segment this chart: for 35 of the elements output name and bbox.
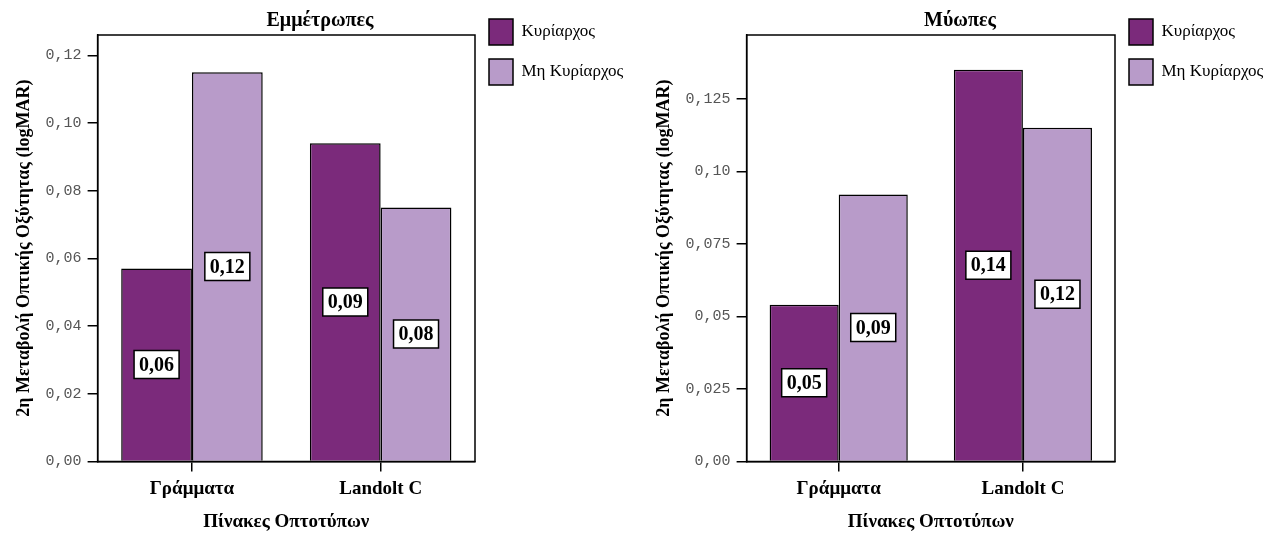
y-tick-label: 0,04 (45, 318, 82, 335)
y-tick-label: 0,10 (694, 163, 731, 181)
data-label: 0,12 (209, 254, 245, 277)
y-tick-label: 0,125 (685, 90, 731, 108)
y-tick-label: 0,08 (45, 182, 82, 200)
x-tick-label: Landolt C (981, 476, 1065, 498)
legend-label: Κυρίαρχος (1161, 21, 1236, 41)
data-label: 0,06 (139, 352, 175, 375)
data-label: 0,09 (327, 290, 363, 313)
y-tick-label: 0,00 (694, 453, 731, 471)
chart-title: Μύωπες (924, 8, 997, 32)
y-tick-label: 0,05 (694, 308, 731, 326)
y-tick-label: 0,075 (685, 235, 731, 253)
data-label: 0,05 (786, 370, 822, 393)
y-tick-label: 0,10 (45, 114, 82, 132)
legend-label: Κυρίαρχος (521, 21, 596, 41)
y-tick-label: 0,02 (45, 385, 82, 403)
data-label: 0,14 (970, 253, 1006, 276)
data-label: 0,09 (855, 315, 891, 338)
y-tick-label: 0,025 (685, 380, 731, 398)
x-tick-label: Γράμματα (149, 476, 235, 498)
x-axis-title: Πίνακες Οπτοτύπων (203, 509, 370, 531)
data-label: 0,08 (398, 322, 434, 345)
legend-label: Μη Κυρίαρχος (1161, 61, 1264, 81)
y-axis-title: 2η Μεταβολή Οπτικής Οξύτητας (logMAR) (13, 79, 35, 417)
y-axis-title: 2η Μεταβολή Οπτικής Οξύτητας (logMAR) (653, 79, 675, 417)
chart-title: Εμμέτρωπες (266, 8, 375, 32)
y-tick-label: 0,00 (45, 453, 82, 471)
y-tick-label: 0,12 (45, 47, 82, 65)
y-tick-label: 0,06 (45, 250, 82, 268)
data-label: 0,12 (1039, 282, 1075, 305)
x-tick-label: Landolt C (339, 476, 423, 498)
x-tick-label: Γράμματα (796, 476, 882, 498)
x-axis-title: Πίνακες Οπτοτύπων (847, 509, 1015, 531)
legend-label: Μη Κυρίαρχος (521, 61, 624, 81)
